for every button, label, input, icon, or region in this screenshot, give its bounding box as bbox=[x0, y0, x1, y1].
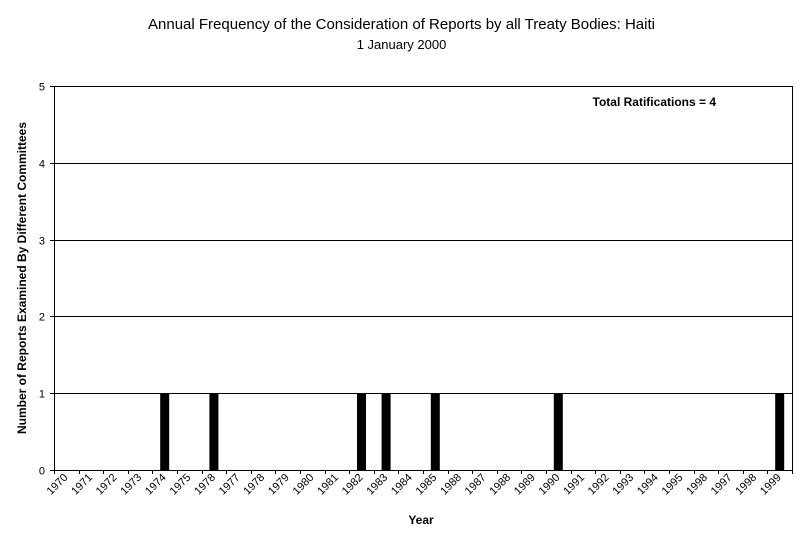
x-tick-label-1974: 1974 bbox=[143, 472, 169, 498]
y-tick-label: 0 bbox=[39, 466, 45, 478]
bar-1985 bbox=[430, 393, 440, 470]
x-tick-label-1992: 1992 bbox=[586, 472, 612, 498]
x-tick-label-1981: 1981 bbox=[315, 472, 341, 498]
y-tick-labels: 0 1 2 3 4 5 bbox=[39, 82, 45, 478]
x-tick-label-1993: 1993 bbox=[610, 472, 636, 498]
x-tick-label-1996: 1998 bbox=[684, 472, 710, 498]
x-tick-label-1989: 1989 bbox=[512, 472, 538, 498]
x-tick-label-1973: 1973 bbox=[118, 472, 144, 498]
y-tick-label: 2 bbox=[39, 312, 45, 324]
bar-1974 bbox=[160, 393, 170, 470]
x-tick-label-1972: 1972 bbox=[94, 472, 120, 498]
bar-1976 bbox=[209, 393, 219, 470]
grid-lines bbox=[54, 86, 792, 394]
x-tick-label-1976: 1978 bbox=[192, 472, 218, 498]
x-tick-label-1998: 1998 bbox=[733, 472, 759, 498]
bars bbox=[160, 393, 785, 470]
x-tick-label-1995: 1995 bbox=[660, 472, 686, 498]
x-tick-label-1991: 1991 bbox=[561, 472, 587, 498]
y-axis-title: Number of Reports Examined By Different … bbox=[15, 122, 29, 434]
bar-1990 bbox=[553, 393, 563, 470]
x-tick-label-1979: 1979 bbox=[266, 472, 292, 498]
x-tick-label-1978: 1978 bbox=[241, 472, 267, 498]
bar-1999 bbox=[775, 393, 785, 470]
x-tick-label-1986: 1988 bbox=[438, 472, 464, 498]
y-tick-label: 4 bbox=[39, 159, 45, 171]
x-tick-label-1987: 1987 bbox=[463, 472, 489, 498]
x-tick-label-1990: 1990 bbox=[537, 472, 563, 498]
x-tick-label-1980: 1980 bbox=[291, 472, 317, 498]
x-tick-label-1985: 1985 bbox=[414, 472, 440, 498]
x-tick-label-1975: 1975 bbox=[168, 472, 194, 498]
x-tick-labels: 1970197119721973197419751978197719781979… bbox=[45, 472, 784, 498]
x-tick-label-1994: 1994 bbox=[635, 472, 661, 498]
chart-title: Annual Frequency of the Consideration of… bbox=[148, 16, 655, 33]
x-tick-label-1997: 1997 bbox=[709, 472, 735, 498]
x-tick-label-1977: 1977 bbox=[217, 472, 243, 498]
x-tick-label-1970: 1970 bbox=[45, 472, 71, 498]
total-ratifications-annotation: Total Ratifications = 4 bbox=[593, 95, 717, 109]
x-tick-label-1971: 1971 bbox=[69, 472, 95, 498]
axes bbox=[50, 86, 793, 474]
y-tick-label: 5 bbox=[39, 82, 45, 94]
x-tick-label-1984: 1984 bbox=[389, 472, 415, 498]
x-axis-title: Year bbox=[408, 513, 434, 527]
x-tick-label-1999: 1999 bbox=[758, 472, 784, 498]
y-tick-label: 1 bbox=[39, 389, 45, 401]
y-tick-label: 3 bbox=[39, 236, 45, 248]
x-tick-label-1983: 1983 bbox=[364, 472, 390, 498]
bar-1982 bbox=[357, 393, 366, 470]
chart-subtitle: 1 January 2000 bbox=[356, 37, 447, 52]
x-tick-label-1982: 1982 bbox=[340, 472, 366, 498]
bar-1983 bbox=[381, 393, 391, 470]
x-tick-label-1988: 1988 bbox=[487, 472, 513, 498]
